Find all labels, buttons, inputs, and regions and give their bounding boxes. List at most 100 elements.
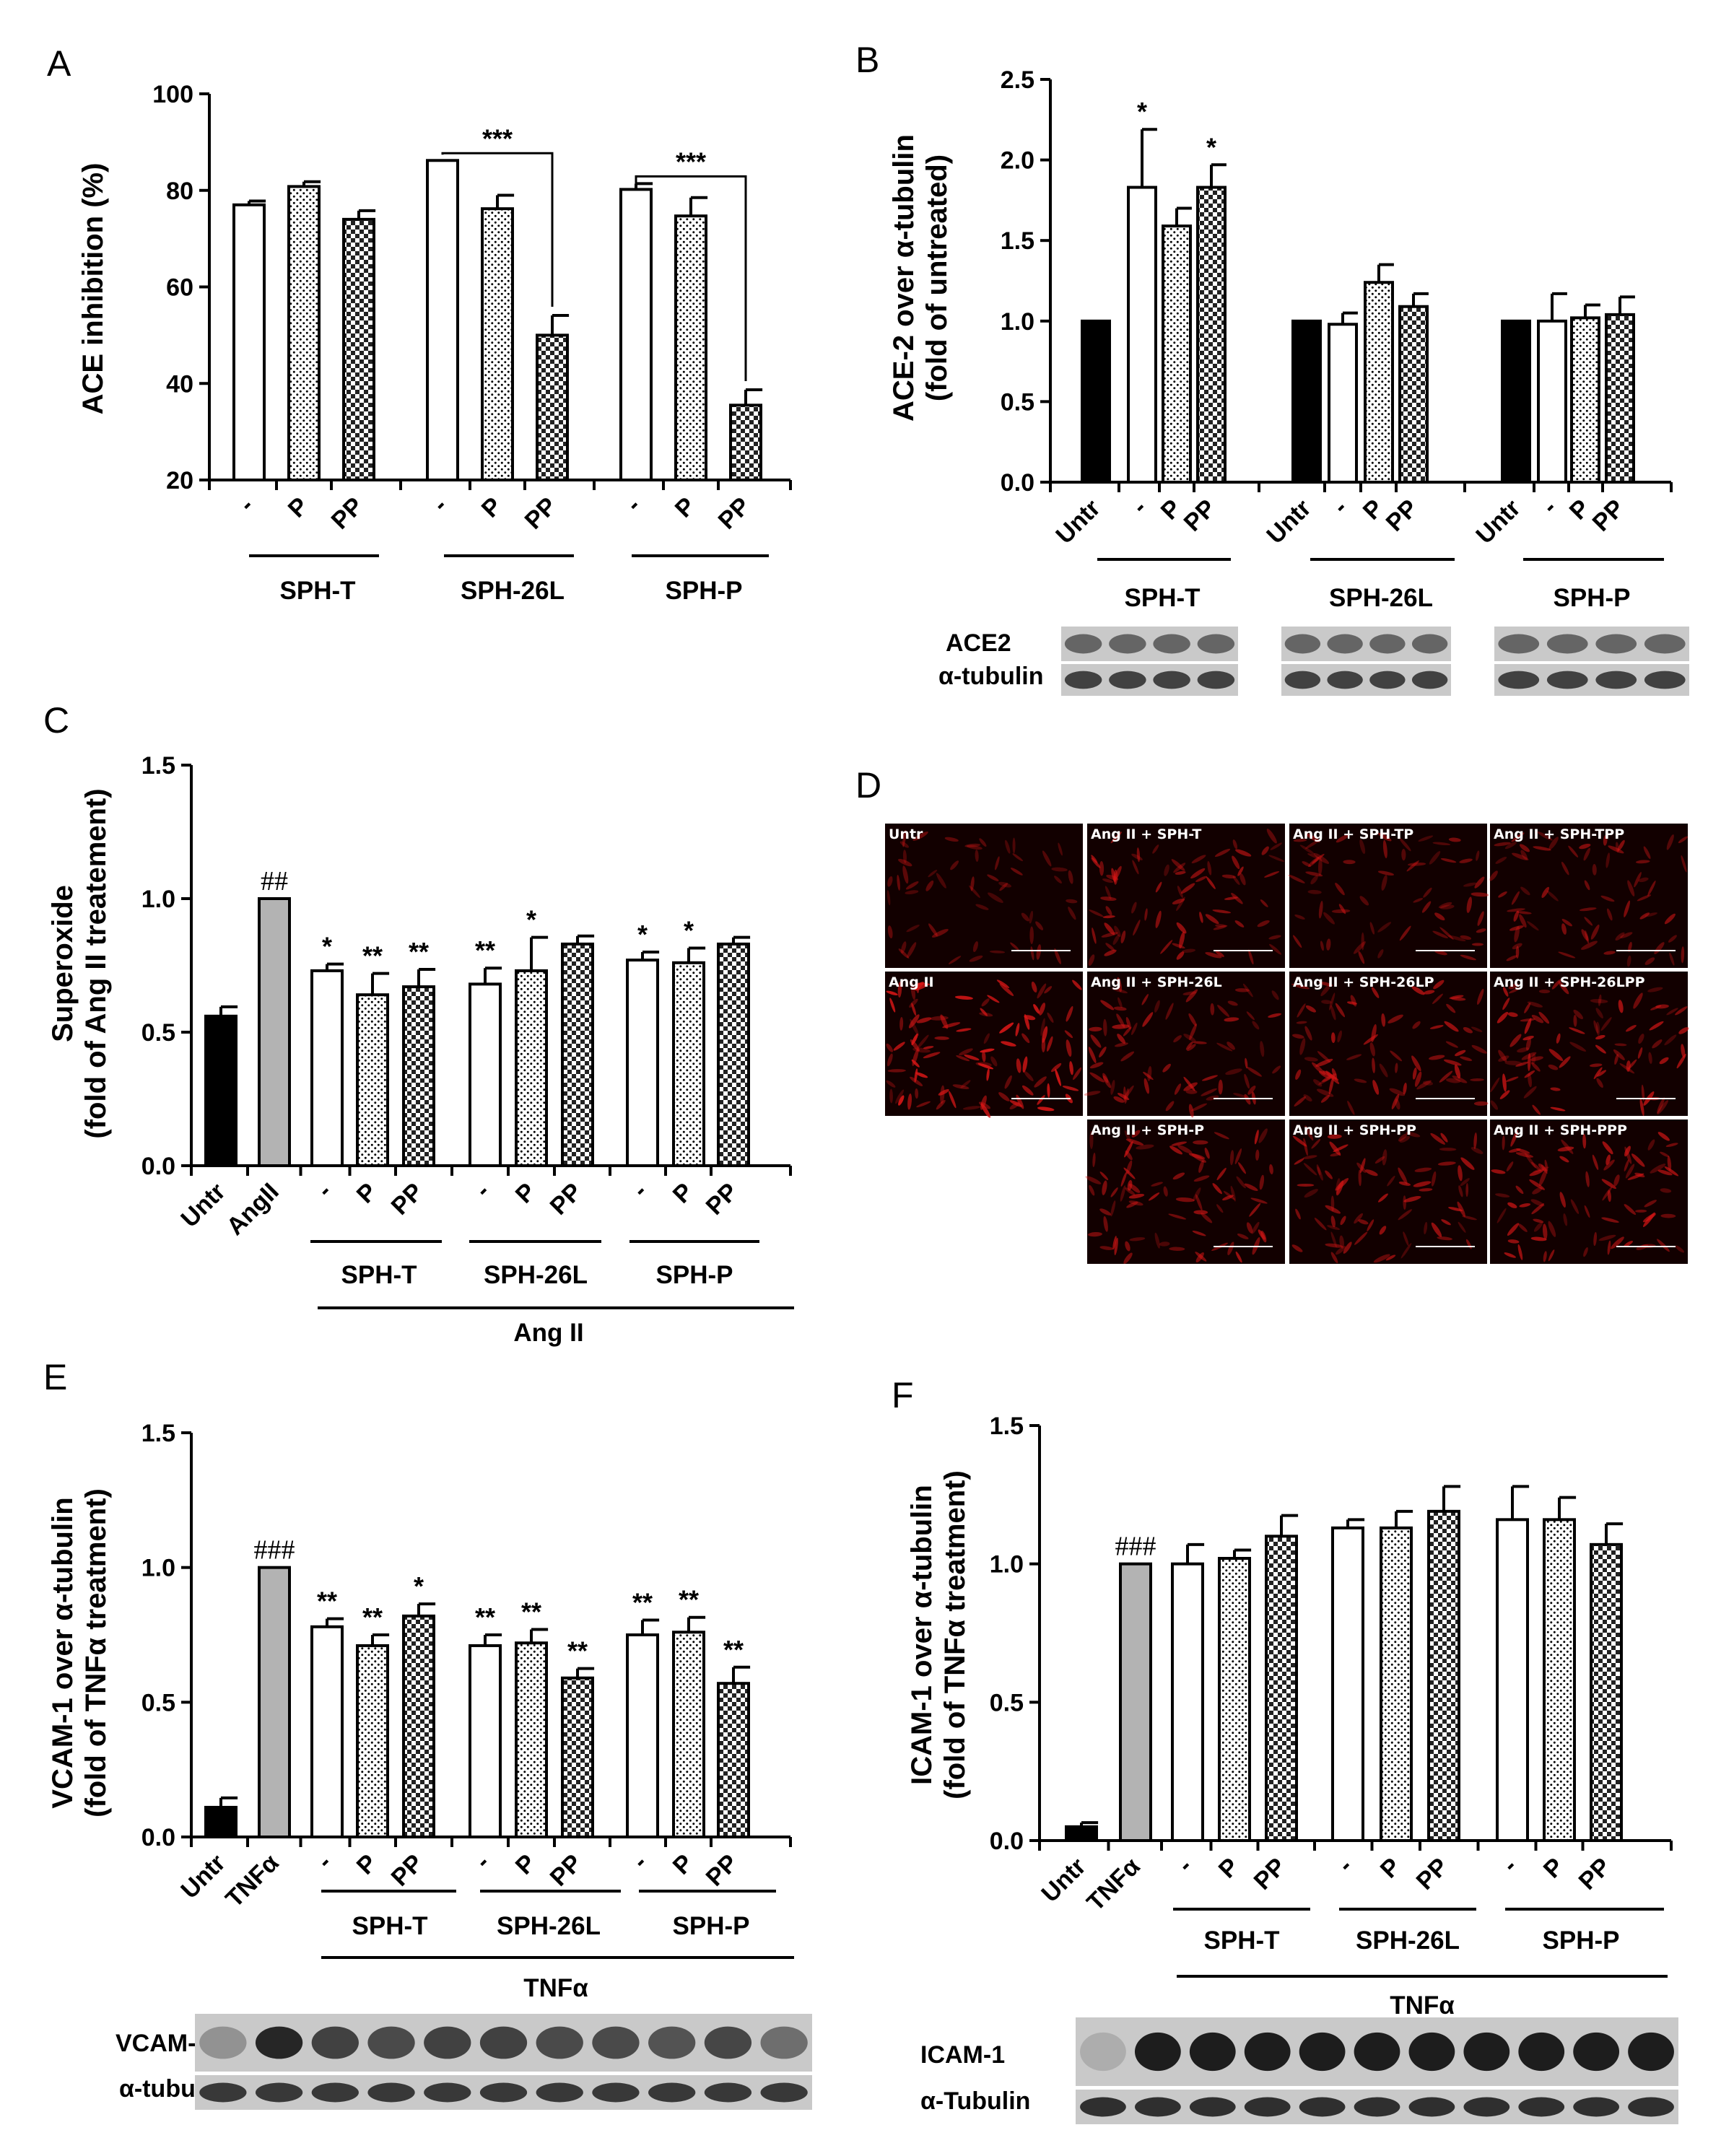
cell (975, 850, 979, 863)
cell (980, 1008, 988, 1016)
blot-band (1463, 2097, 1510, 2117)
cell (1103, 1018, 1107, 1036)
cell (1359, 839, 1366, 855)
cell (1530, 1056, 1543, 1062)
cell (979, 1012, 993, 1017)
cell (914, 1068, 918, 1083)
cell (1102, 1075, 1112, 1088)
cell (1519, 914, 1527, 928)
cell (1232, 839, 1238, 850)
y-tick-label: 1.5 (990, 1413, 1024, 1440)
cell (1507, 1202, 1517, 1208)
cell (1533, 1221, 1543, 1232)
blot-tubulin-strip (1061, 664, 1238, 696)
cell (1458, 1165, 1463, 1182)
cell (940, 1014, 949, 1029)
cell (980, 1048, 995, 1053)
cell (1142, 1012, 1154, 1027)
cell (1303, 1138, 1308, 1156)
cell (1573, 1009, 1583, 1020)
cell (1666, 1008, 1678, 1016)
cell (1513, 910, 1520, 922)
significance-mark: ** (632, 1587, 653, 1617)
cell (1507, 1239, 1520, 1244)
cell (1403, 1195, 1406, 1210)
cell (1176, 922, 1187, 934)
cell (1510, 1130, 1518, 1147)
cell (1359, 896, 1369, 906)
cell (1430, 1132, 1445, 1145)
cell (1391, 1094, 1400, 1109)
cell (1120, 1051, 1135, 1062)
cell (886, 990, 898, 995)
y-axis-label: (fold of TNFα treatment) (939, 1470, 971, 1799)
cell (1681, 946, 1685, 964)
blot-band (1411, 671, 1448, 689)
cell (911, 1003, 917, 1016)
cell (1054, 948, 1061, 964)
y-tick-label: 20 (166, 467, 193, 494)
cell (1659, 1057, 1669, 1065)
blot-band (1408, 2032, 1455, 2072)
cell (1066, 1005, 1073, 1022)
y-tick-label: 1.5 (141, 752, 175, 780)
micrograph-label: Ang II + SPH-26LP (1293, 974, 1434, 990)
cell (1358, 1169, 1362, 1187)
cell (898, 1095, 905, 1106)
group-label: SPH-P (666, 577, 743, 605)
cell (1112, 1024, 1130, 1029)
y-tick-label: 1.5 (1001, 227, 1034, 255)
cell (1177, 1145, 1193, 1154)
significance-mark: ** (362, 941, 383, 971)
blot-band (1595, 671, 1637, 689)
cell (1221, 874, 1236, 879)
cell (1403, 1231, 1409, 1247)
cell (1556, 1033, 1561, 1044)
blot-ace2-strip (1281, 627, 1451, 661)
cell (1111, 987, 1128, 994)
cell (1213, 925, 1228, 930)
cell (1180, 883, 1195, 894)
cell (1614, 1054, 1618, 1065)
bar (1065, 1825, 1098, 1842)
cell (1326, 938, 1331, 951)
cell (1477, 911, 1484, 926)
cell (1607, 1190, 1611, 1203)
micrograph-tile: Ang II + SPH-TPP (1489, 822, 1689, 969)
cell (1494, 842, 1511, 847)
micrograph-label: Ang II + SPH-TP (1293, 826, 1413, 842)
cell (1524, 1070, 1535, 1078)
cell (1652, 1039, 1663, 1049)
cell (1656, 1239, 1670, 1252)
cell (1022, 1056, 1028, 1073)
y-axis-label: ICAM-1 over α-tubulin (906, 1485, 938, 1785)
cell (1069, 1061, 1073, 1075)
blot-band (424, 2026, 471, 2059)
bar (1427, 1509, 1460, 1842)
cell (1089, 909, 1104, 917)
blot-label-ace2: ACE2 (946, 629, 1011, 657)
cell (1614, 1043, 1627, 1047)
blot-band (648, 2026, 696, 2059)
blot-band (311, 2082, 359, 2103)
cell (1105, 906, 1112, 916)
cell (1088, 954, 1095, 966)
cell (1416, 1080, 1432, 1090)
cell (1136, 1144, 1154, 1150)
blot-band (1327, 671, 1363, 689)
cell (1395, 1062, 1398, 1073)
cell (902, 829, 907, 847)
cell (1515, 1152, 1534, 1158)
cell (1373, 1254, 1390, 1263)
cell (1374, 1156, 1385, 1164)
cell (1005, 839, 1011, 854)
cell (1517, 1244, 1523, 1260)
cell (1185, 989, 1198, 1003)
group-label: SPH-P (1554, 584, 1631, 612)
cell (1531, 1062, 1541, 1072)
cell (886, 1053, 893, 1067)
category-label: PP (1179, 494, 1221, 537)
cell (981, 998, 990, 1007)
cell (1128, 1200, 1143, 1206)
cell (1229, 1150, 1234, 1166)
